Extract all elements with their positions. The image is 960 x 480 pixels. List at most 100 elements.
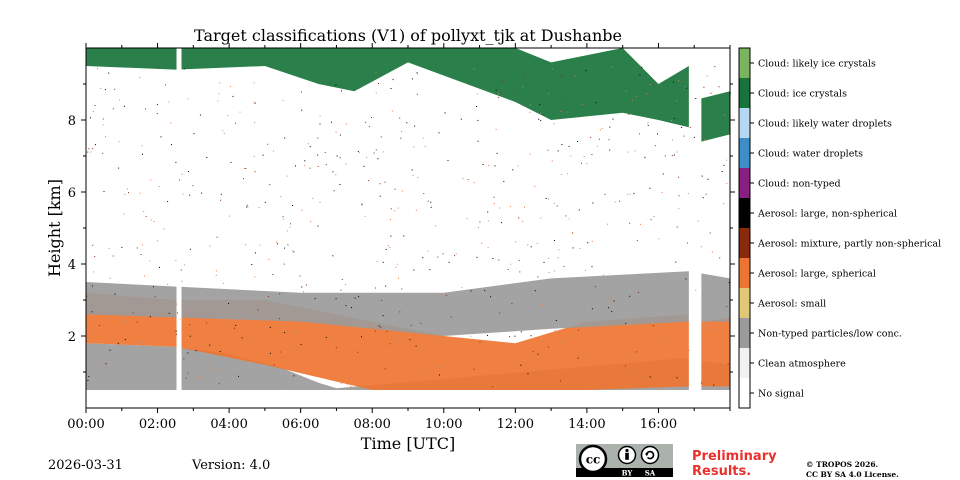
noise-dot [350,386,352,388]
noise-dot [218,305,219,307]
copyright-line-1: © TROPOS 2026. [806,460,879,469]
noise-dot [427,200,429,202]
noise-dot [278,318,280,320]
noise-dot [548,257,550,259]
noise-dot [723,164,725,166]
noise-dot [473,368,475,370]
noise-dot [185,377,187,379]
noise-dot [301,109,303,111]
noise-dot [280,356,282,358]
x-tick-label: 16:00 [640,417,677,432]
noise-dot [358,152,360,154]
noise-dot [304,160,306,162]
noise-dot [685,278,687,280]
noise-dot [176,333,177,335]
noise-dot [496,152,498,154]
preliminary-line-2: Results. [692,464,752,479]
noise-dot [407,339,409,341]
noise-dot [314,298,316,300]
noise-dot [341,279,343,281]
noise-dot [164,84,166,86]
noise-dot [339,157,341,159]
noise-dot [487,334,488,336]
noise-dot [487,211,489,213]
y-axis-label: Height [km] [45,179,64,277]
colorbar-label: Cloud: likely ice crystals [758,59,876,70]
noise-dot [647,122,649,124]
x-tick-label: 14:00 [568,417,605,432]
noise-dot [258,311,260,313]
noise-dot [537,353,539,355]
colorbar-label: Cloud: water droplets [758,149,863,160]
noise-dot [105,363,107,365]
noise-dot [284,137,286,139]
noise-dot [519,271,521,273]
noise-dot [225,336,227,337]
noise-dot [234,375,236,377]
noise-dot [559,380,561,382]
noise-dot [671,155,673,157]
noise-dot [377,158,379,160]
noise-dot [461,287,463,289]
noise-dot [222,352,224,354]
noise-dot [483,312,485,314]
noise-dot [678,80,680,82]
noise-dot [199,114,201,116]
noise-dot [703,139,705,141]
noise-dot [253,155,255,157]
noise-dot [664,155,666,157]
noise-dot [476,106,477,107]
noise-dot [560,341,562,343]
noise-dot [613,300,615,302]
layer-band-3 [86,48,730,142]
noise-dot [123,213,125,215]
noise-dot [269,352,271,354]
noise-dot [102,118,104,120]
noise-dot [390,208,392,210]
noise-dot [572,232,574,234]
noise-dot [578,329,580,331]
noise-dot [599,129,601,131]
noise-dot [380,326,382,328]
noise-dot [671,120,672,121]
noise-dot [528,348,530,350]
noise-dot [392,110,394,112]
noise-dot [481,363,483,365]
colorbar-label: No signal [758,389,804,400]
noise-dot [160,136,162,138]
noise-dot [603,274,605,276]
noise-dot [206,322,208,324]
noise-dot [284,332,286,333]
preliminary-notice: Preliminary Results. [692,449,777,479]
noise-dot [94,256,96,258]
noise-dot [658,238,660,240]
noise-dot [490,296,492,298]
noise-dot [340,289,342,291]
noise-dot [254,122,256,124]
noise-dot [498,92,500,94]
noise-dot [673,81,674,83]
noise-dot [557,150,559,152]
colorbar-swatch [739,258,750,288]
noise-dot [495,89,497,91]
noise-dot [175,330,177,332]
noise-dot [614,201,616,203]
noise-dot [345,123,347,125]
noise-dot [118,141,120,143]
noise-dot [220,199,222,201]
noise-dot [233,327,235,329]
noise-dot [510,206,512,208]
noise-dot [394,210,396,212]
copyright-notice: © TROPOS 2026. CC BY SA 4.0 License. [806,460,899,480]
colorbar-swatch [739,348,750,378]
noise-dot [598,138,600,140]
noise-dot [296,371,298,373]
colorbar-swatch [739,378,750,408]
noise-dot [102,152,104,154]
noise-dot [106,366,108,368]
noise-dot [378,325,380,327]
noise-dot [551,68,553,70]
noise-dot [364,215,366,217]
noise-dot [124,321,126,323]
noise-dot [499,207,500,209]
